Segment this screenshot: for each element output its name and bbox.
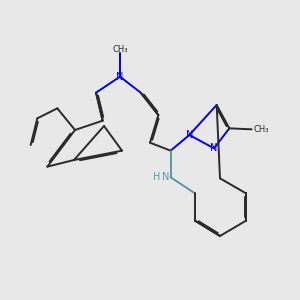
Text: N: N [162, 172, 170, 182]
Text: H: H [153, 172, 161, 182]
Text: N: N [186, 130, 193, 140]
Text: N: N [116, 72, 124, 82]
Text: CH₃: CH₃ [112, 45, 128, 54]
Text: N: N [210, 143, 218, 153]
Text: CH₃: CH₃ [253, 125, 269, 134]
